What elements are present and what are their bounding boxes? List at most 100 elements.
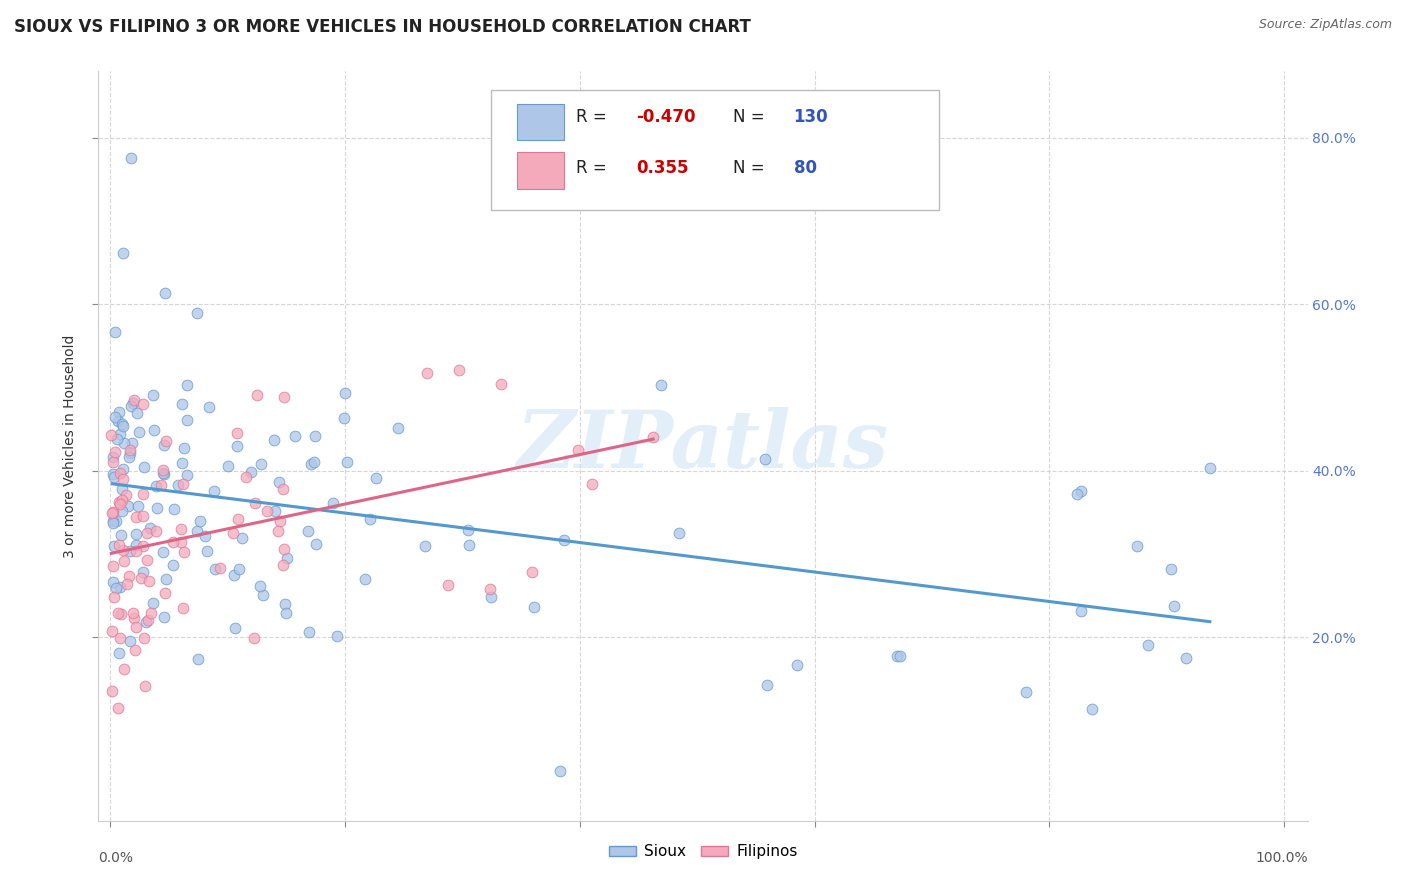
Point	[132, 540, 155, 554]
Point	[132, 397, 155, 411]
Point	[190, 514, 212, 528]
Point	[172, 397, 194, 411]
Point	[176, 468, 198, 483]
Point	[101, 516, 124, 530]
Point	[108, 466, 131, 480]
Point	[132, 565, 155, 579]
Point	[297, 524, 319, 538]
Point	[208, 561, 231, 575]
Point	[111, 492, 134, 507]
Point	[273, 558, 295, 572]
Point	[125, 544, 148, 558]
Point	[245, 496, 267, 510]
Point	[145, 479, 167, 493]
Point	[122, 611, 145, 625]
Point	[132, 509, 155, 524]
Point	[107, 701, 129, 715]
Point	[273, 390, 295, 404]
Point	[263, 503, 285, 517]
Point	[112, 662, 135, 676]
Point	[118, 569, 141, 583]
Point	[235, 469, 257, 483]
Point	[650, 378, 672, 392]
Point	[226, 425, 249, 440]
Point	[1015, 685, 1038, 699]
Point	[786, 657, 808, 672]
Point	[240, 465, 263, 479]
Point	[269, 514, 291, 528]
Point	[457, 523, 479, 537]
Point	[194, 529, 217, 543]
Point	[1070, 483, 1092, 498]
Point	[299, 457, 322, 471]
Point	[172, 601, 194, 615]
Point	[458, 538, 481, 552]
Point	[1081, 702, 1104, 716]
Point	[273, 597, 295, 611]
Point	[172, 456, 194, 470]
Point	[256, 504, 278, 518]
Point	[134, 679, 156, 693]
Legend: Sioux, Filipinos: Sioux, Filipinos	[602, 838, 804, 865]
Point	[112, 435, 135, 450]
FancyBboxPatch shape	[517, 103, 564, 140]
Point	[111, 543, 134, 558]
Point	[333, 410, 356, 425]
Point	[305, 537, 328, 551]
Point	[522, 565, 544, 579]
Point	[152, 545, 174, 559]
Point	[643, 430, 665, 444]
Point	[172, 476, 194, 491]
Point	[108, 631, 131, 645]
Point	[118, 446, 141, 460]
Point	[125, 527, 148, 541]
Point	[173, 441, 195, 455]
Point	[135, 615, 157, 630]
Point	[889, 649, 911, 664]
Point	[101, 514, 124, 528]
Point	[1070, 604, 1092, 618]
Point	[110, 607, 132, 622]
Point	[226, 511, 249, 525]
Point	[122, 396, 145, 410]
Point	[120, 442, 142, 457]
Point	[166, 478, 188, 492]
Point	[274, 606, 297, 620]
Point	[120, 543, 142, 558]
Point	[108, 426, 131, 441]
Point	[108, 580, 131, 594]
Point	[224, 621, 246, 635]
Point	[756, 678, 779, 692]
Point	[523, 599, 546, 614]
Point	[104, 325, 127, 339]
Point	[162, 535, 184, 549]
Point	[548, 764, 571, 778]
Point	[198, 400, 221, 414]
Point	[136, 525, 159, 540]
Point	[101, 467, 124, 481]
Text: R =: R =	[576, 108, 607, 127]
Point	[101, 684, 124, 698]
Point	[100, 506, 122, 520]
Point	[1066, 487, 1088, 501]
Point	[112, 462, 135, 476]
Point	[447, 363, 470, 377]
Text: 80: 80	[793, 159, 817, 177]
Point	[353, 572, 375, 586]
Point	[132, 487, 155, 501]
Point	[1198, 461, 1220, 475]
Point	[112, 245, 135, 260]
Point	[103, 470, 125, 484]
Point	[273, 542, 295, 557]
Point	[567, 442, 589, 457]
Point	[103, 590, 125, 604]
Text: 0.355: 0.355	[637, 159, 689, 177]
Text: R =: R =	[576, 159, 607, 177]
Point	[122, 392, 145, 407]
Point	[226, 439, 249, 453]
Point	[271, 482, 294, 496]
Point	[101, 575, 124, 590]
Point	[124, 642, 146, 657]
Point	[108, 537, 131, 551]
Point	[322, 496, 344, 510]
